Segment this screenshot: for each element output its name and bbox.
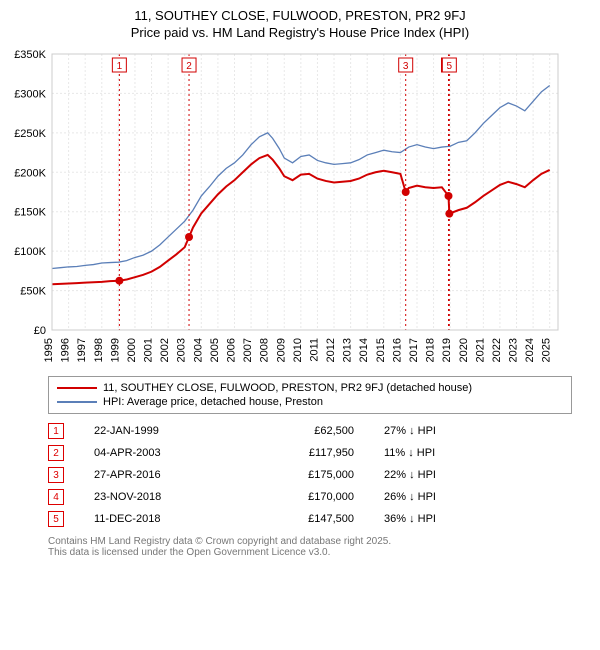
title-line-2: Price paid vs. HM Land Registry's House … (8, 25, 592, 40)
transaction-pct: 26% ↓ HPI (384, 491, 504, 503)
svg-text:£200K: £200K (14, 167, 46, 179)
svg-text:2013: 2013 (342, 338, 354, 362)
svg-text:2021: 2021 (474, 338, 486, 362)
legend-swatch (57, 387, 97, 389)
svg-text:1995: 1995 (43, 338, 55, 362)
svg-text:2023: 2023 (508, 338, 520, 362)
svg-text:£300K: £300K (14, 88, 46, 100)
svg-text:1997: 1997 (76, 338, 88, 362)
svg-text:2004: 2004 (192, 338, 204, 362)
svg-text:2019: 2019 (441, 338, 453, 362)
transaction-marker-number: 3 (48, 467, 64, 483)
svg-text:2014: 2014 (358, 338, 370, 362)
transaction-price: £147,500 (234, 513, 384, 525)
svg-text:2008: 2008 (259, 338, 271, 362)
transaction-pct: 22% ↓ HPI (384, 469, 504, 481)
transaction-date: 23-NOV-2018 (94, 491, 234, 503)
svg-text:2018: 2018 (425, 338, 437, 362)
svg-text:2000: 2000 (126, 338, 138, 362)
svg-text:2017: 2017 (408, 338, 420, 362)
chart: £0 £50K £100K £150K £200K £250K £300K £350K 1995… (8, 46, 592, 366)
transaction-pct: 11% ↓ HPI (384, 447, 504, 459)
svg-text:1998: 1998 (93, 338, 105, 362)
svg-text:2015: 2015 (375, 338, 387, 362)
legend-label: 11, SOUTHEY CLOSE, FULWOOD, PRESTON, PR2… (103, 382, 472, 394)
transaction-date: 11-DEC-2018 (94, 513, 234, 525)
transaction-marker-number: 5 (48, 511, 64, 527)
svg-text:2025: 2025 (541, 338, 553, 362)
svg-text:2: 2 (186, 61, 192, 72)
title-line-1: 11, SOUTHEY CLOSE, FULWOOD, PRESTON, PR2… (8, 8, 592, 23)
svg-text:2012: 2012 (325, 338, 337, 362)
title-block: 11, SOUTHEY CLOSE, FULWOOD, PRESTON, PR2… (8, 8, 592, 40)
svg-text:2020: 2020 (458, 338, 470, 362)
transaction-row: 5 11-DEC-2018£147,50036% ↓ HPI (48, 508, 572, 530)
transaction-row: 3 27-APR-2016£175,00022% ↓ HPI (48, 464, 572, 486)
svg-text:2016: 2016 (391, 338, 403, 362)
svg-text:2005: 2005 (209, 338, 221, 362)
legend-swatch (57, 401, 97, 402)
svg-text:£250K: £250K (14, 128, 46, 140)
transaction-date: 22-JAN-1999 (94, 425, 234, 437)
transaction-marker-number: 2 (48, 445, 64, 461)
transaction-price: £117,950 (234, 447, 384, 459)
svg-text:2002: 2002 (159, 338, 171, 362)
transaction-row: 2 04-APR-2003£117,95011% ↓ HPI (48, 442, 572, 464)
transaction-price: £175,000 (234, 469, 384, 481)
svg-text:2024: 2024 (524, 338, 536, 362)
transactions-table: 1 22-JAN-1999£62,50027% ↓ HPI 2 04-APR-2003… (48, 420, 572, 530)
svg-text:£100K: £100K (14, 246, 46, 258)
chart-svg: £0 £50K £100K £150K £200K £250K £300K £350K 1995… (8, 46, 568, 366)
svg-text:2011: 2011 (308, 338, 320, 362)
transaction-date: 27-APR-2016 (94, 469, 234, 481)
svg-text:5: 5 (447, 61, 453, 72)
transaction-marker-number: 1 (48, 423, 64, 439)
footer-line-2: This data is licensed under the Open Gov… (48, 547, 572, 558)
footer: Contains HM Land Registry data © Crown c… (48, 536, 572, 558)
svg-text:2006: 2006 (225, 338, 237, 362)
transaction-date: 04-APR-2003 (94, 447, 234, 459)
legend-label: HPI: Average price, detached house, Pres… (103, 396, 323, 408)
transaction-pct: 36% ↓ HPI (384, 513, 504, 525)
svg-text:2007: 2007 (242, 338, 254, 362)
svg-text:£150K: £150K (14, 207, 46, 219)
svg-text:£50K: £50K (20, 286, 46, 298)
svg-text:2010: 2010 (292, 338, 304, 362)
svg-text:£0: £0 (34, 325, 46, 337)
transaction-pct: 27% ↓ HPI (384, 425, 504, 437)
svg-text:£350K: £350K (14, 49, 46, 61)
svg-text:2022: 2022 (491, 338, 503, 362)
svg-text:2003: 2003 (176, 338, 188, 362)
legend-item: HPI: Average price, detached house, Pres… (57, 395, 563, 409)
legend: 11, SOUTHEY CLOSE, FULWOOD, PRESTON, PR2… (48, 376, 572, 414)
transaction-marker-number: 4 (48, 489, 64, 505)
svg-text:2009: 2009 (275, 338, 287, 362)
svg-text:3: 3 (403, 61, 409, 72)
svg-text:2001: 2001 (143, 338, 155, 362)
svg-text:1: 1 (117, 61, 123, 72)
svg-text:1999: 1999 (109, 338, 121, 362)
footer-line-1: Contains HM Land Registry data © Crown c… (48, 536, 572, 547)
legend-item: 11, SOUTHEY CLOSE, FULWOOD, PRESTON, PR2… (57, 381, 563, 395)
transaction-row: 1 22-JAN-1999£62,50027% ↓ HPI (48, 420, 572, 442)
svg-text:1996: 1996 (60, 338, 72, 362)
transaction-price: £170,000 (234, 491, 384, 503)
transaction-row: 4 23-NOV-2018£170,00026% ↓ HPI (48, 486, 572, 508)
transaction-price: £62,500 (234, 425, 384, 437)
